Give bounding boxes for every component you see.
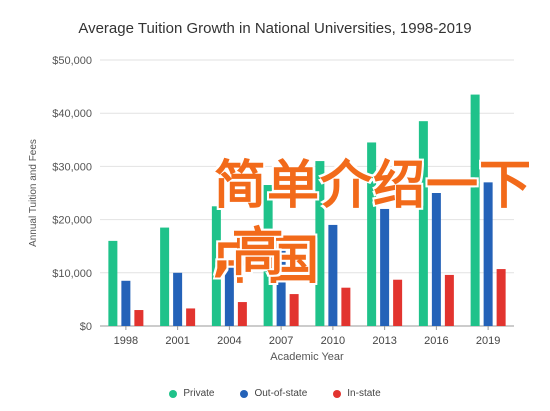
bar-out-of-state [173, 272, 183, 326]
bar-in-state [186, 308, 196, 326]
x-tick-label: 2019 [476, 335, 500, 347]
y-tick-label: $10,000 [52, 268, 92, 280]
bar-out-of-state [483, 182, 493, 326]
chart-title: Average Tuition Growth in National Unive… [78, 20, 472, 37]
bar-out-of-state [431, 193, 441, 326]
bar-in-state [341, 287, 351, 326]
x-tick-label: 2010 [321, 335, 345, 347]
legend-item-out-of-state[interactable]: Out-of-state [240, 388, 307, 399]
x-tick-label: 2013 [372, 335, 396, 347]
x-tick-label: 2007 [269, 335, 293, 347]
y-tick-label: $20,000 [52, 215, 92, 227]
bar-private [211, 206, 221, 326]
x-tick-label: 1998 [114, 335, 138, 347]
bar-private [263, 185, 273, 326]
legend-label: Private [183, 388, 215, 399]
legend: Private Out-of-state In-state [0, 388, 550, 399]
legend-item-in-state[interactable]: In-state [333, 388, 381, 399]
bar-in-state [496, 269, 506, 326]
x-tick-label: 2016 [424, 335, 448, 347]
bar-out-of-state [328, 224, 338, 326]
bar-out-of-state [224, 259, 234, 326]
bar-private [108, 240, 118, 326]
bar-private [470, 94, 480, 326]
bar-in-state [444, 274, 454, 326]
legend-swatch [240, 389, 249, 398]
x-tick-label: 2001 [165, 335, 189, 347]
x-tick-label: 2004 [217, 335, 241, 347]
bar-in-state [393, 279, 403, 326]
bar-in-state [237, 302, 247, 326]
bar-private [160, 227, 170, 326]
bar-in-state [134, 310, 144, 326]
legend-swatch [169, 389, 178, 398]
bar-out-of-state [276, 243, 286, 326]
bar-private [418, 121, 428, 327]
legend-item-private[interactable]: Private [169, 388, 214, 399]
bar-out-of-state [380, 208, 390, 326]
bar-out-of-state [121, 280, 131, 326]
y-tick-label: $40,000 [52, 108, 92, 120]
y-tick-label: $50,000 [52, 55, 92, 67]
y-axis-label: Annual Tuition and Fees [28, 139, 39, 247]
bar-in-state [289, 294, 299, 326]
y-tick-label: $0 [80, 321, 92, 333]
x-axis-label: Academic Year [270, 351, 344, 363]
bar-private [315, 161, 325, 326]
bar-private [367, 142, 377, 326]
legend-label: In-state [347, 388, 381, 399]
y-tick-label: $30,000 [52, 161, 92, 173]
legend-label: Out-of-state [254, 388, 308, 399]
legend-swatch [333, 389, 342, 398]
